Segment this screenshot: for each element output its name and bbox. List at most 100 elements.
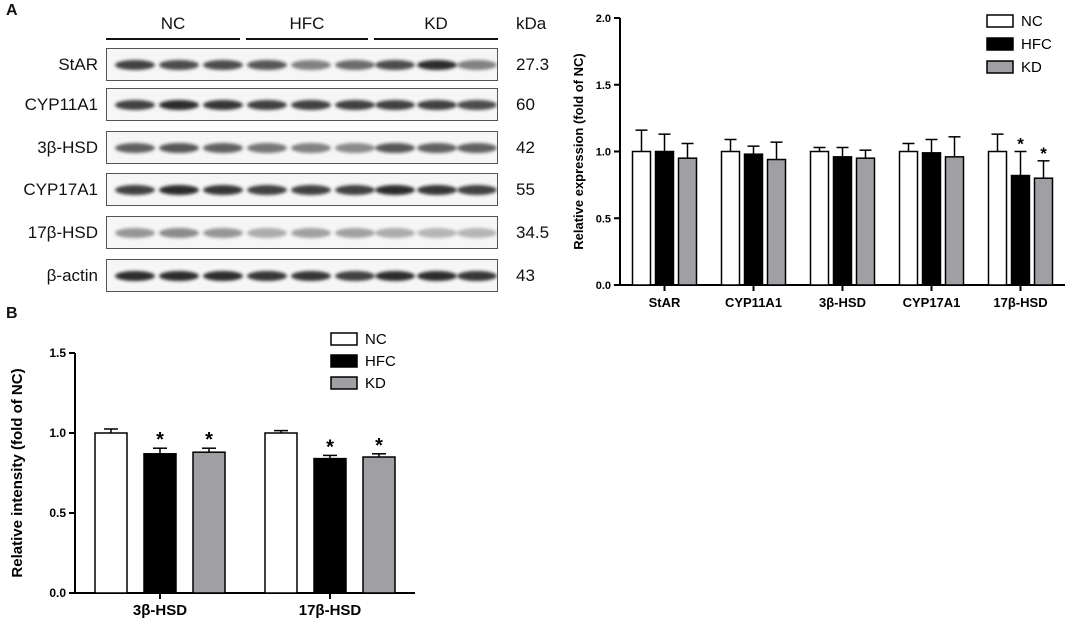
- blot-band: [335, 227, 375, 238]
- blot-group-line: [246, 38, 368, 40]
- y-tick-label: 0.0: [596, 280, 611, 292]
- bar-nc-3hsd: [94, 432, 128, 594]
- legend-swatch-kd: [986, 60, 1014, 74]
- y-tick-label: 0.5: [49, 506, 66, 520]
- blot-band: [159, 142, 199, 153]
- blot-band: [335, 99, 375, 110]
- blot-band: [203, 184, 243, 195]
- bar-kd-cyp17a1: [944, 156, 965, 286]
- bar-hfc-cyp17a1: [921, 152, 942, 286]
- blot-band: [417, 227, 457, 238]
- significance-marker: *: [156, 429, 164, 451]
- blot-band: [203, 142, 243, 153]
- bar-kd-3hsd: [855, 157, 876, 286]
- bar-nc-star: [631, 150, 652, 286]
- legend-label: KD: [365, 375, 386, 392]
- blot-band: [457, 99, 497, 110]
- blot-band: [417, 184, 457, 195]
- blot-band: [457, 227, 497, 238]
- bar-hfc-3hsd: [143, 453, 177, 594]
- blot-band: [115, 99, 155, 110]
- protein-label: StAR: [58, 55, 98, 74]
- legend-swatch-hfc: [330, 354, 358, 368]
- blot-strip: [106, 48, 498, 81]
- legend-label: NC: [365, 331, 387, 348]
- protein-label: β-actin: [46, 266, 98, 285]
- blot-band: [115, 59, 155, 70]
- y-tick-label: 2.0: [596, 13, 611, 25]
- blot-strip: [106, 131, 498, 164]
- legend-swatch-hfc: [986, 37, 1014, 51]
- blot-band: [203, 270, 243, 281]
- y-tick-label: 0.5: [596, 213, 611, 225]
- blot-band: [247, 227, 287, 238]
- y-tick-label: 1.0: [596, 147, 611, 159]
- blot-band: [203, 99, 243, 110]
- bar-hfc-cyp11a1: [743, 153, 764, 286]
- blot-band: [417, 59, 457, 70]
- blot-band: [115, 227, 155, 238]
- blot-band: [115, 184, 155, 195]
- blot-band: [335, 184, 375, 195]
- x-tick-label: CYP17A1: [903, 295, 961, 310]
- blot-band: [291, 142, 331, 153]
- bar-nc-17hsd: [264, 432, 298, 594]
- legend-label: HFC: [365, 353, 396, 370]
- blot-band: [247, 99, 287, 110]
- blot-band: [375, 142, 415, 153]
- kda-value: 43: [516, 266, 535, 285]
- blot-strip: [106, 88, 498, 121]
- blot-band: [159, 99, 199, 110]
- bar-kd-cyp11a1: [766, 158, 787, 286]
- blot-band: [159, 59, 199, 70]
- bar-nc-cyp17a1: [898, 150, 919, 286]
- blot-band: [247, 142, 287, 153]
- legend-label: NC: [1021, 13, 1043, 30]
- y-tick-label: 0.0: [49, 586, 66, 600]
- blot-band: [291, 227, 331, 238]
- blot-band: [291, 59, 331, 70]
- legend-swatch-nc: [986, 14, 1014, 28]
- blot-band: [247, 184, 287, 195]
- x-tick-label: 17β-HSD: [299, 602, 362, 619]
- blot-band: [417, 270, 457, 281]
- blot-band: [457, 142, 497, 153]
- x-tick-label: StAR: [649, 295, 681, 310]
- blot-band: [159, 227, 199, 238]
- blot-band: [375, 99, 415, 110]
- blot-band: [335, 142, 375, 153]
- y-tick-label: 1.5: [596, 80, 611, 92]
- blot-strip: [106, 259, 498, 292]
- blot-strip: [106, 216, 498, 249]
- bar-kd-17hsd: [1033, 177, 1054, 286]
- bar-nc-3hsd: [809, 150, 830, 286]
- blot-band: [203, 227, 243, 238]
- bar-kd-star: [677, 157, 698, 286]
- blot-band: [335, 59, 375, 70]
- legend-label: HFC: [1021, 36, 1052, 53]
- protein-label: 3β-HSD: [37, 138, 98, 157]
- significance-marker: *: [205, 429, 213, 451]
- kda-value: 42: [516, 138, 535, 157]
- blot-group-line: [374, 38, 498, 40]
- legend-swatch-kd: [330, 376, 358, 390]
- panel-label-b: B: [6, 305, 18, 322]
- blot-band: [375, 59, 415, 70]
- kda-header: kDa: [516, 14, 547, 33]
- legend-label: KD: [1021, 59, 1042, 76]
- y-axis-label: Relative expression (fold of NC): [571, 53, 586, 249]
- blot-band: [291, 270, 331, 281]
- x-tick-label: CYP11A1: [725, 295, 782, 310]
- y-axis-label: Relative intensity (fold of NC): [9, 368, 26, 577]
- bar-hfc-17hsd: [313, 457, 347, 594]
- kda-value: 55: [516, 180, 535, 199]
- bar-nc-cyp11a1: [720, 150, 741, 286]
- panel-label-a: A: [6, 2, 18, 19]
- blot-group-label: KD: [424, 14, 448, 33]
- blot-band: [247, 270, 287, 281]
- protein-label: CYP17A1: [23, 180, 98, 199]
- blot-band: [159, 184, 199, 195]
- blot-group-label: NC: [160, 14, 186, 33]
- blot-band: [375, 184, 415, 195]
- y-tick-label: 1.5: [49, 346, 66, 360]
